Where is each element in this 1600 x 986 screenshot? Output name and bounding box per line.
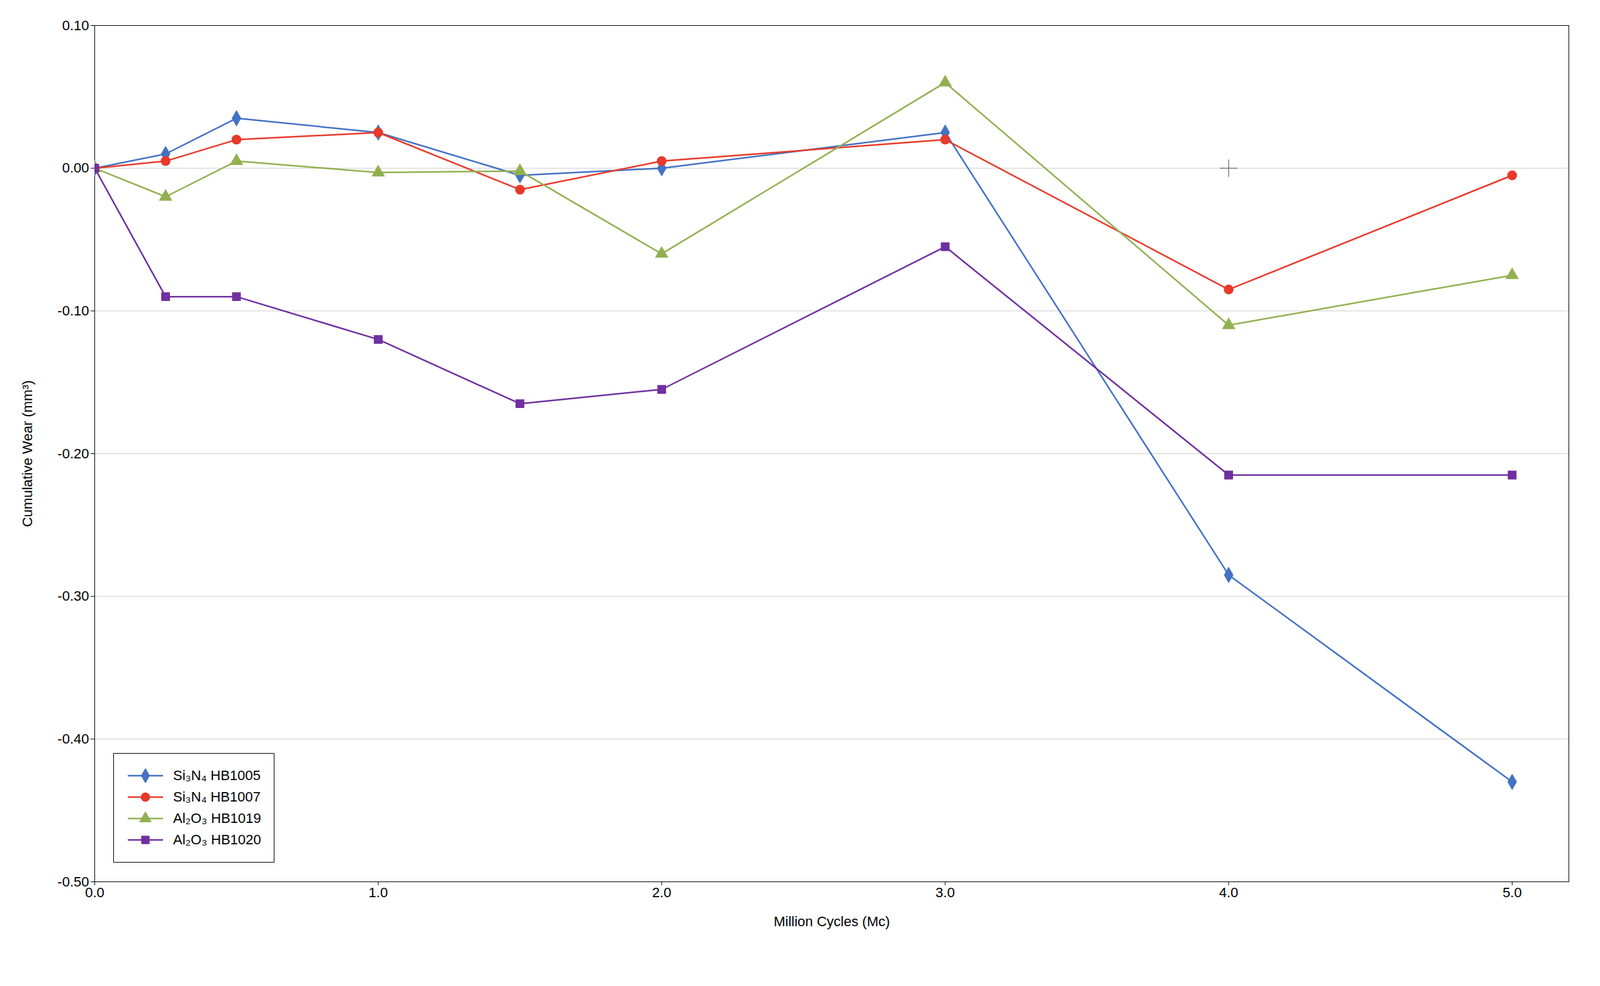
svg-text:0.00: 0.00: [62, 159, 90, 176]
html-text:Si₃N₄ HB1005: Si₃N₄ HB1005: [173, 767, 261, 784]
svg-text:3.0: 3.0: [935, 884, 955, 901]
svg-text:0.10: 0.10: [62, 17, 90, 34]
svg-text:0.0: 0.0: [84, 884, 105, 901]
svg-text:-0.20: -0.20: [57, 445, 89, 462]
html-text:Al₂O₃ HB1019: Al₂O₃ HB1019: [173, 810, 262, 826]
html-text:Si₃N₄ HB1007: Si₃N₄ HB1007: [173, 788, 261, 805]
svg-text:Million Cycles (Mc): Million Cycles (Mc): [773, 913, 891, 930]
svg-text:Cumulative Wear (mm³): Cumulative Wear (mm³): [19, 380, 36, 527]
svg-text:5.0: 5.0: [1502, 884, 1522, 901]
svg-text:2.0: 2.0: [652, 884, 672, 901]
svg-text:-0.50: -0.50: [57, 873, 89, 890]
svg-text:4.0: 4.0: [1219, 884, 1239, 901]
svg-text:-0.40: -0.40: [57, 730, 89, 747]
html-text:Al₂O₃ HB1020: Al₂O₃ HB1020: [173, 831, 262, 848]
svg-text:-0.10: -0.10: [57, 302, 89, 319]
svg-text:1.0: 1.0: [368, 884, 389, 901]
svg-text:-0.30: -0.30: [57, 587, 89, 604]
